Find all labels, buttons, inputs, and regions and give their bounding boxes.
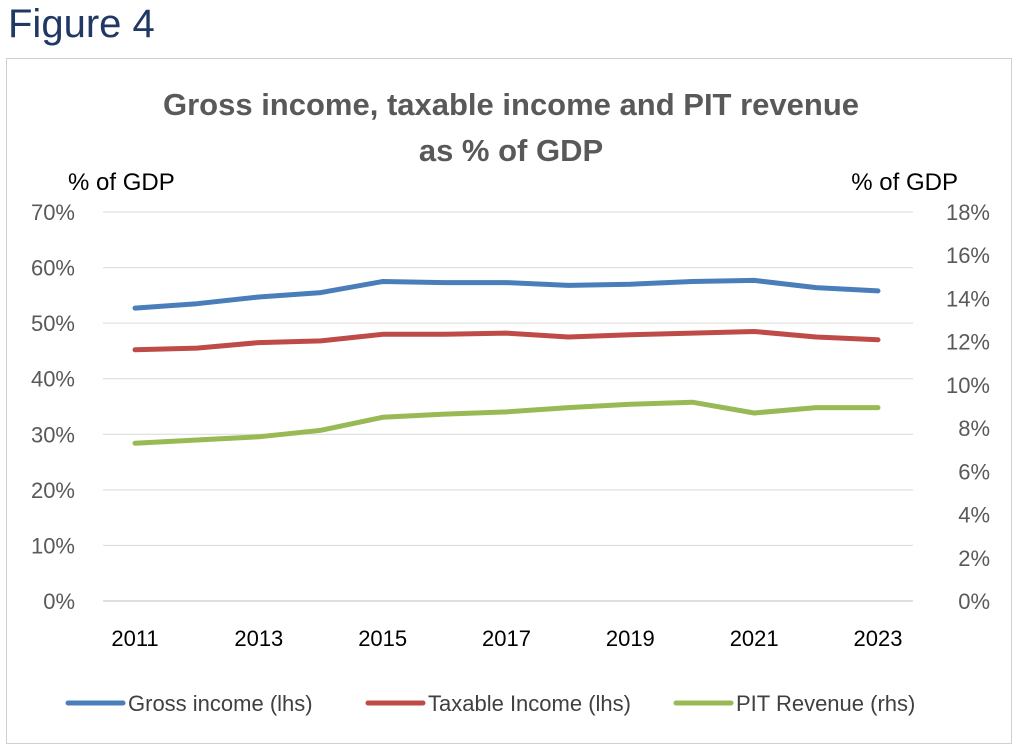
right-axis-tick-label: 0%: [958, 589, 990, 614]
right-axis-tick-label: 6%: [958, 459, 990, 484]
legend-label: PIT Revenue (rhs): [736, 691, 915, 716]
legend-label: Taxable Income (lhs): [428, 691, 631, 716]
figure-label: Figure 4: [8, 2, 155, 46]
x-axis-tick-label: 2013: [234, 626, 283, 651]
x-axis-tick-label: 2019: [606, 626, 655, 651]
left-axis-tick-label: 60%: [31, 256, 75, 281]
chart-frame: [6, 58, 1012, 744]
right-axis-tick-label: 8%: [958, 416, 990, 441]
series-line-1: [132, 277, 881, 311]
left-axis-tick-label: 0%: [43, 589, 75, 614]
left-axis-tick-label: 70%: [31, 200, 75, 225]
series-line-2: [132, 329, 881, 353]
x-axis-tick-label: 2015: [358, 626, 407, 651]
left-axis-tick-label: 20%: [31, 478, 75, 503]
x-axis-tick-label: 2017: [482, 626, 531, 651]
legend-label: Gross income (lhs): [128, 691, 313, 716]
left-axis-tick-label: 10%: [31, 533, 75, 558]
right-axis-tick-label: 16%: [946, 243, 990, 268]
left-axis-tick-label: 40%: [31, 367, 75, 392]
right-axis-tick-label: 14%: [946, 286, 990, 311]
right-axis-tick-label: 4%: [958, 503, 990, 528]
right-axis-unit-label: % of GDP: [851, 169, 958, 196]
left-axis-tick-label: 30%: [31, 422, 75, 447]
x-axis-tick-label: 2021: [730, 626, 779, 651]
right-axis-tick-label: 2%: [958, 546, 990, 571]
left-axis-tick-label: 50%: [31, 311, 75, 336]
chart-subtitle: as % of GDP: [419, 133, 603, 168]
x-axis-tick-label: 2011: [111, 626, 158, 651]
chart-title: Gross income, taxable income and PIT rev…: [163, 87, 859, 122]
right-axis-tick-label: 18%: [946, 200, 990, 225]
right-axis-tick-label: 10%: [946, 373, 990, 398]
right-axis-tick-label: 12%: [946, 330, 990, 355]
series-line-3: [132, 399, 881, 446]
left-axis-unit-label: % of GDP: [68, 169, 175, 196]
x-axis-tick-label: 2023: [854, 626, 903, 651]
